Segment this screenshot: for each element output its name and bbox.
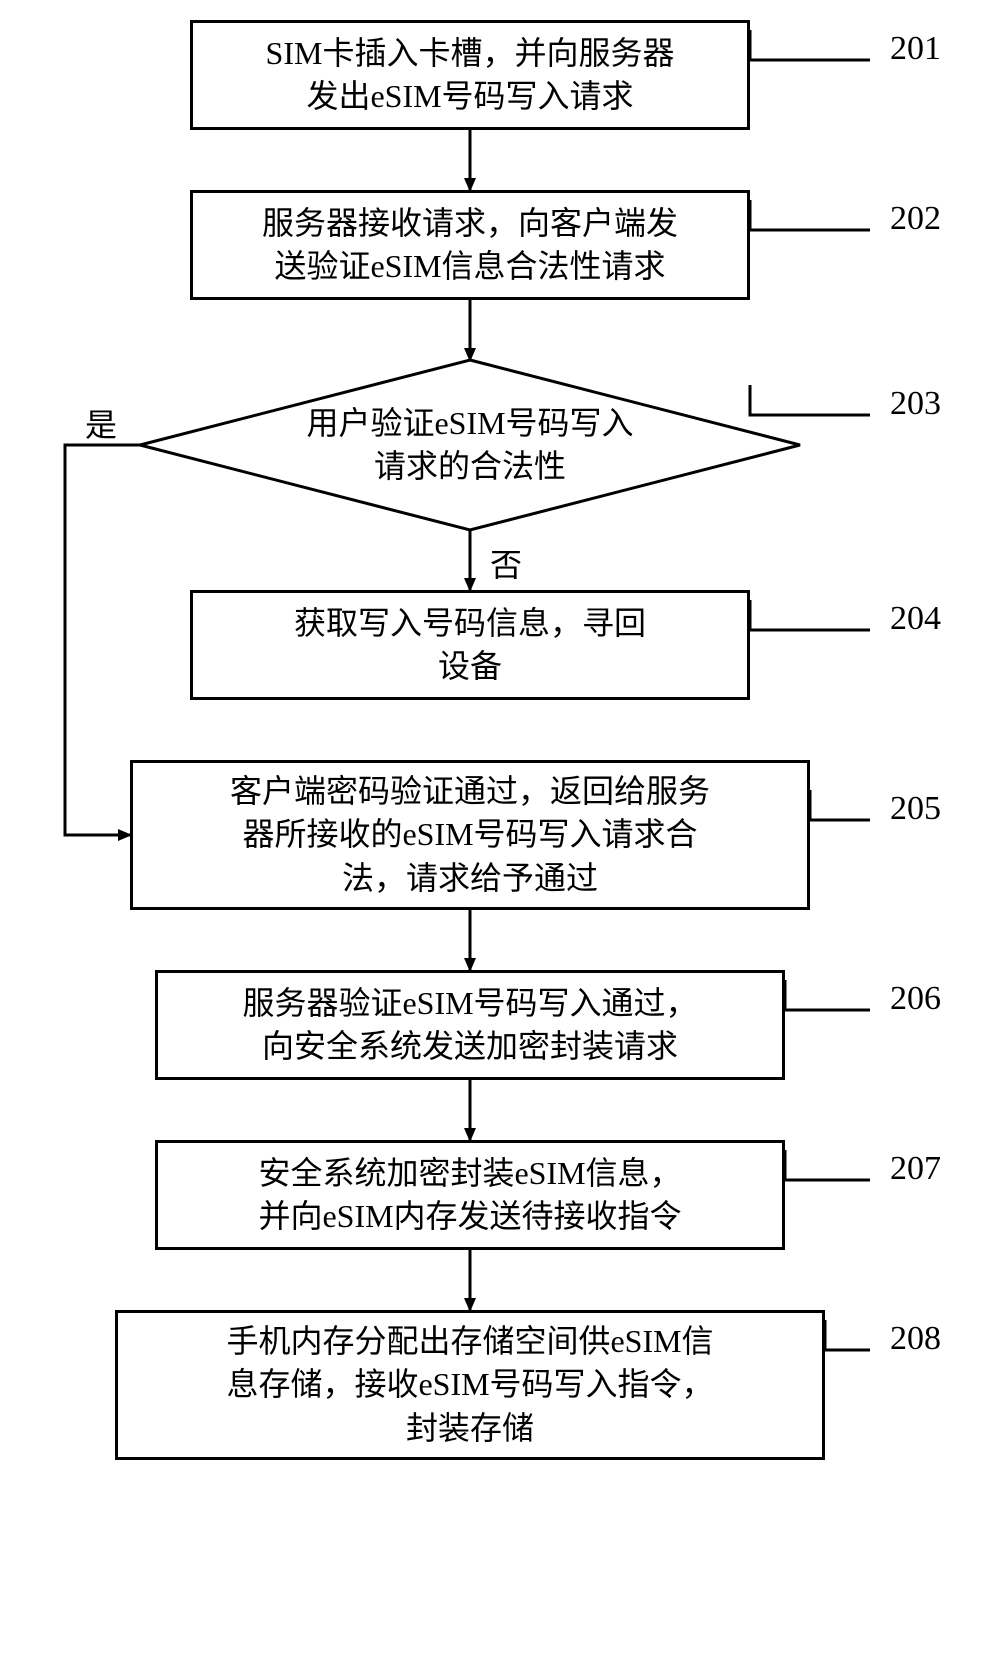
step-text-line: 获取写入号码信息，寻回 [294,602,646,645]
step-202-box: 服务器接收请求，向客户端发送验证eSIM信息合法性请求 [190,190,750,300]
callout-number-206: 206 [890,980,941,1018]
callout-number-202: 202 [890,200,941,238]
step-205-box: 客户端密码验证通过，返回给服务器所接收的eSIM号码写入请求合法，请求给予通过 [130,760,810,910]
step-text-line: 器所接收的eSIM号码写入请求合 [242,813,697,856]
step-text-line: 客户端密码验证通过，返回给服务 [230,770,710,813]
callout-number-203: 203 [890,385,941,423]
callout-number-205: 205 [890,790,941,828]
edge-label-yes: 是 [85,400,117,446]
callout-number-207: 207 [890,1150,941,1188]
step-text-line: 设备 [438,645,502,688]
step-208-box: 手机内存分配出存储空间供eSIM信息存储，接收eSIM号码写入指令，封装存储 [115,1310,825,1460]
step-201-box: SIM卡插入卡槽，并向服务器发出eSIM号码写入请求 [190,20,750,130]
edge-label-no: 否 [490,540,522,586]
step-text-line: 手机内存分配出存储空间供eSIM信 [226,1320,713,1363]
step-text-line: 服务器接收请求，向客户端发 [262,202,678,245]
step-text-line: 封装存储 [406,1407,534,1450]
step-text-line: SIM卡插入卡槽，并向服务器 [266,32,675,75]
step-text-line: 用户验证eSIM号码写入 [306,402,633,445]
step-text-line: 发出eSIM号码写入请求 [306,75,633,118]
step-206-box: 服务器验证eSIM号码写入通过，向安全系统发送加密封装请求 [155,970,785,1080]
step-text-line: 并向eSIM内存发送待接收指令 [258,1195,681,1238]
step-text-line: 向安全系统发送加密封装请求 [262,1025,678,1068]
callout-number-204: 204 [890,600,941,638]
step-203-diamond-text: 用户验证eSIM号码写入请求的合法性 [140,360,800,530]
step-text-line: 法，请求给予通过 [342,857,598,900]
step-text-line: 请求的合法性 [374,445,566,488]
step-text-line: 送验证eSIM信息合法性请求 [274,245,665,288]
step-text-line: 息存储，接收eSIM号码写入指令， [226,1363,713,1406]
step-204-box: 获取写入号码信息，寻回设备 [190,590,750,700]
callout-number-208: 208 [890,1320,941,1358]
step-207-box: 安全系统加密封装eSIM信息，并向eSIM内存发送待接收指令 [155,1140,785,1250]
step-text-line: 安全系统加密封装eSIM信息， [258,1152,681,1195]
callout-number-201: 201 [890,30,941,68]
step-text-line: 服务器验证eSIM号码写入通过， [242,982,697,1025]
